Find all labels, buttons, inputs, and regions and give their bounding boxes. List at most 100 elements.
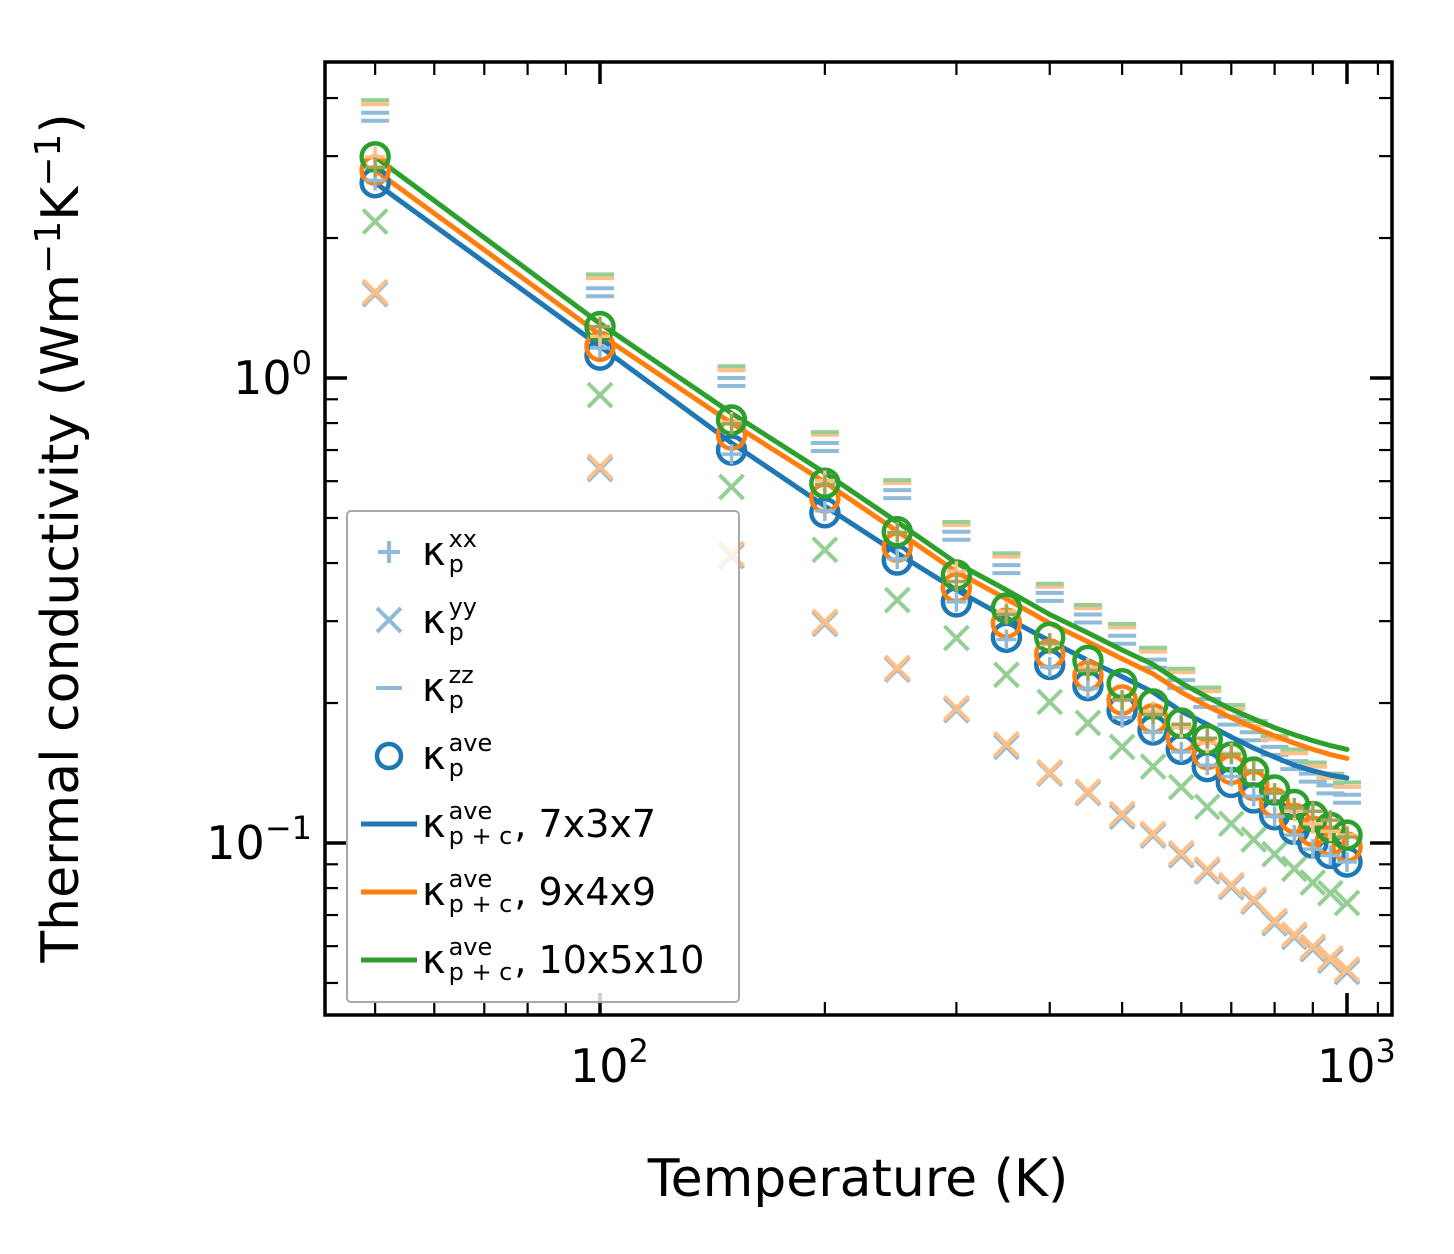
y-axis-label: Thermal conductivity (Wm−1K−1) [28,113,91,963]
legend-label: κ yy p [422,592,477,646]
legend-item-kp-xx: κ xx p [356,518,738,586]
legend-item-kpc-9x4x9: κ ave p + c, 9x4x9 [356,858,738,926]
legend-cross-icon [375,606,403,634]
kp-yy-marker-9x4x9 [993,730,1020,758]
kp-yy-marker-10x5x10 [586,381,614,409]
kp-yy-marker-9x4x9 [1108,800,1136,828]
kp-yy-marker-9x4x9 [1074,778,1102,805]
x-tick-label-1000: 103 [1317,1032,1396,1093]
xx-markers-layer [365,146,1357,873]
legend-grid-size: , 9x4x9 [514,870,657,914]
legend-label: κ ave p [422,728,493,782]
legend-item-kpc-10x5x10: κ ave p + c, 10x5x10 [356,926,738,994]
y-tick-label-0p1: 10−1 [206,809,312,870]
kappa-symbol: κ [422,869,446,915]
kp-yy-marker-9x4x9 [883,654,911,682]
line-legend-marker-icon [361,821,417,827]
kp-yy-marker-9x4x9 [1261,907,1289,935]
kappa-symbol: κ [422,733,446,779]
kp-yy-marker-9x4x9 [811,608,839,636]
legend-circle-icon [374,741,404,771]
y-axis-label-text: Thermal conductivity (Wm−1K−1) [28,113,91,963]
kp-yy-marker-9x4x9 [1139,820,1167,848]
kappa-sub-sup: ave p + c [448,796,513,850]
directional-markers-layer [361,98,1361,986]
kp-yy-marker-10x5x10 [1316,879,1344,907]
kp-yy-marker-10x5x10 [1036,688,1064,716]
kp-yy-marker-10x5x10 [1240,826,1268,854]
series-xx-plus-7x3x7 [365,170,1357,873]
plus-legend-marker-icon [378,541,400,563]
kp-yy-marker-10x5x10 [718,473,745,501]
kp-yy-marker-9x4x9 [1280,921,1308,949]
kappa-symbol: κ [422,665,446,711]
legend-grid-size: , 10x5x10 [514,938,705,982]
kp-yy-marker-9x4x9 [1167,839,1195,867]
legend-item-kpc-7x3x7: κ ave p + c, 7x3x7 [356,790,738,858]
kp-yy-marker-10x5x10 [1280,855,1308,883]
kp-yy-marker-10x5x10 [942,624,970,652]
x-axis-label: Temperature (K) [647,1149,1069,1209]
kp-yy-marker-10x5x10 [1108,733,1136,761]
dash-legend-marker-icon [376,686,402,690]
kp-yy-marker-10x5x10 [1217,810,1245,838]
y-tick-label-1: 100 [233,344,312,405]
legend-label: κ ave p + c, 10x5x10 [422,932,705,986]
legend: κ xx p κ yy p κ zz p κ ave p κ ave p + c, 7x3x7 κ ave p +… [346,510,740,1003]
kappa-sub-sup: xx p [448,524,477,578]
series-xx-plus-10x5x10 [365,157,1357,848]
kp-yy-marker-9x4x9 [1333,955,1361,983]
legend-label: κ zz p [422,660,474,714]
plot-frame [323,60,1394,1017]
kappa-symbol: κ [422,801,446,847]
kp-ave-marker-10x5x10 [1331,819,1363,851]
legend-item-kp-ave: κ ave p [356,722,738,790]
kp-yy-marker-10x5x10 [811,536,839,564]
kp-yy-marker-10x5x10 [1299,869,1327,896]
axis-tick-labels: 102 103 100 10−1 [206,344,1396,1093]
kp-yy-marker-9x4x9 [942,694,970,722]
kp-yy-marker-10x5x10 [1193,793,1221,821]
legend-label: κ ave p + c, 7x3x7 [422,796,657,850]
kp-yy-marker-10x5x10 [361,208,389,235]
kp-yy-marker-9x4x9 [1193,856,1221,883]
kp-yy-marker-9x4x9 [586,453,614,481]
legend-grid-size: , 7x3x7 [514,802,657,846]
kappa-sub-sup: yy p [448,592,477,646]
legend-label: κ xx p [422,524,477,578]
axes-frame [323,60,1394,1017]
kp-yy-marker-10x5x10 [1333,889,1361,917]
kp-ave-marker-10x5x10 [809,467,841,499]
kp-yy-marker-10x5x10 [1261,840,1289,868]
kp-yy-marker-10x5x10 [993,661,1020,689]
x-tick-label-100: 102 [570,1032,649,1093]
kappa-sub-sup: zz p [448,660,474,714]
kp-ave-marker-10x5x10 [1237,756,1270,788]
series-light-markers-10x5x10 [361,98,1361,917]
kp-yy-marker-9x4x9 [361,278,389,306]
kp-yy-marker-9x4x9 [1299,933,1327,961]
kappa-symbol: κ [422,597,446,643]
kappa-symbol: κ [422,529,446,575]
line-legend-marker-icon [361,889,417,895]
kp-yy-marker-10x5x10 [1074,709,1102,737]
legend-item-kp-yy: κ yy p [356,586,738,654]
kappa-sub-sup: ave p + c [448,864,513,918]
axis-ticks [325,62,1392,1015]
kappa-sub-sup: ave p [448,728,493,782]
legend-item-kp-zz: κ zz p [356,654,738,722]
circle-legend-marker-icon [374,741,404,771]
kp-yy-marker-9x4x9 [1036,758,1064,786]
kappa-sub-sup: ave p + c [448,932,513,986]
kp-yy-marker-9x4x9 [1316,944,1344,972]
kp-ave-marker-10x5x10 [881,516,914,548]
kp-yy-marker-10x5x10 [1167,773,1195,801]
kp-yy-marker-10x5x10 [1139,753,1167,780]
kappa-symbol: κ [422,937,446,983]
kp-ave-marker-7x3x7 [809,497,841,529]
kp-yy-marker-9x4x9 [1217,871,1245,899]
legend-label: κ ave p + c, 9x4x9 [422,864,657,918]
cross-legend-marker-icon [375,606,403,634]
